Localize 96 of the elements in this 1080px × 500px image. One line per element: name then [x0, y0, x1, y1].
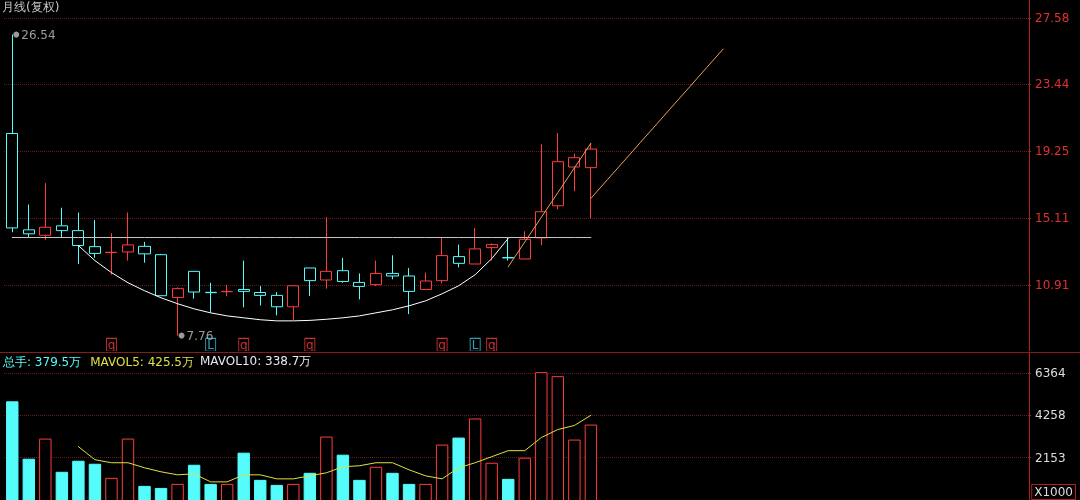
- y-tick-label: 27.58: [1035, 10, 1070, 25]
- chart-title: 月线(复权): [2, 0, 60, 14]
- y-tick-label: 19.25: [1035, 144, 1070, 159]
- candlestick: [453, 244, 465, 268]
- bar: [452, 437, 465, 500]
- candlestick: [486, 242, 498, 262]
- data-label: q: [107, 337, 116, 352]
- bar: [138, 485, 151, 500]
- candlestick: [320, 216, 332, 290]
- bar: [518, 457, 531, 500]
- line-series: [77, 237, 509, 322]
- candlestick: [122, 212, 134, 262]
- data-label: q: [239, 337, 248, 352]
- candlestick: [420, 272, 432, 291]
- bar: [270, 484, 283, 500]
- candlestick: [188, 270, 200, 300]
- bar: [6, 401, 19, 500]
- candlestick: [205, 282, 217, 314]
- candlestick: [105, 232, 117, 276]
- candlestick: [386, 254, 399, 280]
- bar: [468, 418, 482, 500]
- bar: [435, 444, 449, 500]
- y-tick-label: 6364: [1035, 365, 1066, 380]
- candlestick: [436, 237, 448, 284]
- candlestick: [287, 285, 299, 321]
- candlestick: [254, 285, 266, 306]
- bar: [584, 424, 598, 500]
- data-label: q: [487, 337, 496, 352]
- candlestick: [89, 219, 101, 259]
- candlestick: [585, 143, 597, 219]
- candlestick: [172, 286, 184, 337]
- annotation: MAVOL10: 338.7万: [199, 354, 312, 368]
- bar: [72, 460, 85, 500]
- bar: [187, 464, 201, 500]
- y-tick-label: 2153: [1035, 450, 1066, 465]
- bar: [237, 452, 250, 500]
- bar: [485, 462, 498, 500]
- bar: [303, 472, 317, 500]
- bar: [154, 487, 168, 500]
- bar: [369, 466, 383, 500]
- bar: [220, 483, 234, 500]
- candlestick: [552, 132, 564, 210]
- line-series: [507, 142, 592, 268]
- bar: [55, 471, 69, 500]
- bar: [353, 479, 366, 500]
- candlestick: [568, 153, 580, 192]
- bar: [88, 463, 102, 500]
- bar: [419, 483, 432, 500]
- bar: [171, 483, 184, 500]
- candlestick: [39, 182, 51, 241]
- data-label: q: [306, 337, 314, 352]
- line-series: [77, 414, 592, 483]
- bar: [535, 372, 548, 500]
- candlestick: [353, 272, 365, 300]
- y-tick-label: 4258: [1035, 408, 1066, 423]
- candlestick: [403, 267, 415, 315]
- data-label: L: [471, 337, 479, 352]
- y-tick-label: 23.44: [1035, 77, 1070, 92]
- bar: [254, 479, 267, 500]
- text: MAVOL5: 425.5万: [90, 355, 194, 369]
- bar: [502, 478, 515, 500]
- bar: [336, 454, 350, 500]
- text: 总手: 379.5万: [2, 355, 82, 369]
- candlestick: [72, 212, 84, 265]
- candlestick: [6, 34, 18, 233]
- candlestick: [238, 260, 250, 308]
- candlestick: [221, 284, 233, 297]
- y-axis-title: X1000: [1034, 485, 1074, 499]
- y-tick-label: 10.91: [1035, 278, 1070, 293]
- data-label: q: [438, 337, 446, 352]
- candlestick: [23, 204, 35, 238]
- candlestick: [535, 143, 547, 246]
- bar: [22, 458, 35, 500]
- candlestick: [304, 267, 316, 297]
- candlestick: [519, 230, 531, 260]
- candlestick: [271, 291, 283, 316]
- candlestick: [502, 237, 514, 262]
- bar: [402, 483, 416, 500]
- candlestick: [56, 207, 68, 239]
- bar: [386, 472, 399, 500]
- bar: [551, 376, 565, 500]
- candlestick: [155, 253, 167, 297]
- bar: [568, 439, 581, 500]
- bar: [287, 483, 300, 500]
- bar: [39, 438, 52, 500]
- candlestick: [138, 241, 151, 264]
- candlestick: [337, 257, 349, 284]
- line-series: [590, 48, 724, 199]
- candlestick: [469, 227, 481, 265]
- bar: [204, 483, 217, 500]
- candlestick: [370, 260, 382, 287]
- data-label: 26.54: [21, 27, 56, 42]
- bar: [320, 436, 333, 500]
- bar: [105, 477, 118, 500]
- bar: [121, 438, 135, 500]
- y-tick-label: 15.11: [1035, 210, 1070, 225]
